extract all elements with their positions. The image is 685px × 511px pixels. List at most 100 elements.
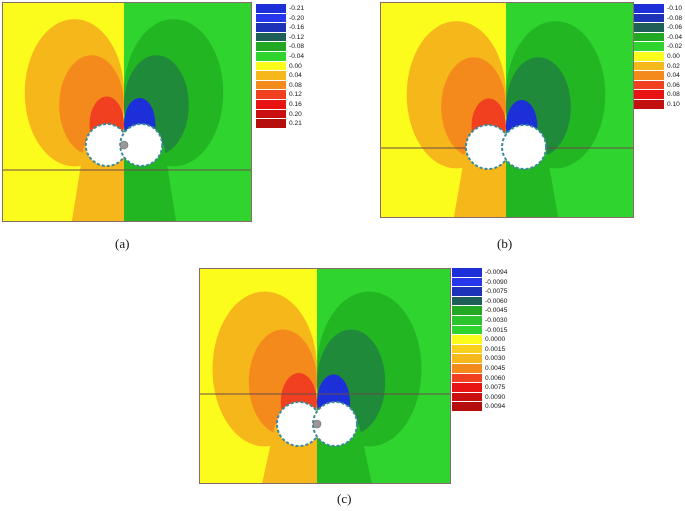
center-marker — [119, 140, 129, 150]
legend-entry: 0.00 — [256, 61, 304, 72]
legend-entry: 0.0015 — [452, 344, 507, 355]
legend-entry: 0.06 — [634, 80, 682, 91]
legend-label: -0.0094 — [485, 269, 508, 276]
legend-label: -0.02 — [667, 43, 683, 51]
legend-swatch — [634, 51, 664, 62]
legend-swatch — [452, 383, 482, 393]
legend-swatch — [256, 51, 286, 62]
legend-entry: 0.0000 — [452, 335, 507, 345]
legend-entry: -0.10 — [634, 4, 682, 14]
legend-entry: 0.0075 — [452, 383, 507, 393]
legend-label: -0.04 — [289, 52, 305, 60]
legend-swatch — [452, 363, 482, 374]
legend-label: 0.04 — [667, 72, 680, 80]
legend-entry: 0.08 — [634, 90, 682, 100]
legend-label: 0.16 — [289, 100, 302, 108]
legend-swatch — [256, 119, 286, 129]
legend-entry: 0.04 — [634, 71, 682, 81]
legend-swatch — [452, 373, 482, 384]
color-legend-a: -0.21 -0.20 -0.16 -0.12 -0.08 -0.04 0.00 0.04 0.… — [256, 4, 304, 129]
legend-entry: 0.10 — [634, 99, 682, 110]
contour-panel-a: -0.21 -0.20 -0.16 -0.12 -0.08 -0.04 0.00 0.04 0.… — [0, 0, 304, 260]
particle-circle — [501, 124, 548, 170]
legend-label: 0.0045 — [485, 364, 506, 372]
contour-plot-a — [2, 2, 252, 222]
legend-label: -0.12 — [289, 33, 305, 41]
contour-panel-c: -0.0094 -0.0090 -0.0075 -0.0060 -0.0045 -0.00… — [195, 262, 515, 511]
legend-entry: 0.0094 — [452, 402, 507, 412]
legend-label: 0.04 — [289, 72, 302, 80]
legend-entry: -0.21 — [256, 4, 304, 14]
legend-swatch — [256, 80, 286, 91]
legend-swatch — [452, 335, 482, 345]
legend-label: 0.02 — [667, 62, 680, 70]
center-marker — [312, 419, 322, 429]
legend-label: -0.06 — [667, 24, 683, 32]
legend-swatch — [452, 296, 482, 307]
legend-label: -0.0090 — [485, 278, 508, 286]
legend-entry: -0.04 — [634, 32, 683, 43]
color-legend-b: -0.10 -0.08 -0.06 -0.04 -0.02 0.00 0.02 0.04 0.0… — [634, 4, 682, 110]
legend-label: -0.21 — [289, 5, 305, 12]
legend-entry: 0.08 — [256, 80, 304, 91]
legend-swatch — [634, 32, 664, 43]
legend-label: -0.0030 — [485, 316, 508, 324]
legend-swatch — [634, 13, 664, 24]
legend-label: 0.08 — [289, 81, 302, 89]
legend-label: -0.20 — [289, 14, 305, 22]
legend-entry: -0.0060 — [452, 296, 508, 307]
legend-swatch — [634, 71, 664, 81]
legend-entry: 0.0060 — [452, 373, 507, 384]
legend-label: -0.0015 — [485, 326, 508, 334]
legend-entry: -0.0045 — [452, 306, 507, 316]
legend-swatch — [634, 42, 664, 52]
legend-swatch — [452, 344, 482, 355]
legend-swatch — [452, 277, 482, 288]
legend-label: -0.08 — [667, 14, 683, 22]
legend-swatch — [634, 61, 664, 72]
legend-entry: 0.16 — [256, 99, 304, 110]
legend-swatch — [452, 402, 482, 412]
legend-entry: 0.20 — [256, 109, 304, 120]
legend-label: 0.0094 — [485, 403, 506, 411]
legend-label: 0.00 — [667, 52, 680, 60]
legend-label: 0.12 — [289, 91, 302, 99]
legend-entry: 0.12 — [256, 90, 304, 100]
legend-label: -0.0075 — [485, 288, 508, 296]
legend-entry: 0.21 — [256, 119, 304, 129]
legend-entry: 0.0090 — [452, 392, 507, 403]
legend-swatch — [256, 4, 286, 14]
color-legend-c: -0.0094 -0.0090 -0.0075 -0.0060 -0.0045 -0.00… — [452, 268, 507, 412]
legend-label: 0.0075 — [485, 384, 506, 392]
caption-c: (c) — [337, 491, 352, 506]
legend-entry: -0.16 — [256, 23, 304, 33]
legend-entry: -0.06 — [634, 23, 682, 33]
legend-entry: -0.12 — [256, 32, 305, 43]
particle-circle — [312, 401, 359, 447]
legend-label: -0.0060 — [485, 297, 508, 305]
legend-label: 0.20 — [289, 110, 302, 118]
legend-swatch — [452, 268, 482, 278]
contour-panel-b: -0.10 -0.08 -0.06 -0.04 -0.02 0.00 0.02 0.04 0.0… — [375, 0, 685, 260]
legend-entry: -0.08 — [634, 13, 683, 24]
legend-entry: -0.20 — [256, 13, 305, 24]
legend-swatch — [256, 32, 286, 43]
legend-swatch — [452, 325, 482, 336]
legend-entry: -0.04 — [256, 51, 305, 62]
plot-frame — [380, 2, 634, 218]
legend-entry: 0.02 — [634, 61, 682, 72]
legend-swatch — [452, 354, 482, 364]
legend-label: 0.21 — [289, 120, 302, 128]
legend-entry: -0.02 — [634, 42, 682, 52]
legend-swatch — [452, 392, 482, 403]
legend-label: -0.16 — [289, 24, 305, 32]
legend-swatch — [634, 4, 664, 14]
legend-label: 0.06 — [667, 81, 680, 89]
legend-swatch — [634, 90, 664, 100]
legend-swatch — [256, 90, 286, 100]
legend-entry: -0.0090 — [452, 277, 508, 288]
legend-swatch — [452, 287, 482, 297]
legend-label: -0.04 — [667, 33, 683, 41]
legend-label: 0.08 — [667, 91, 680, 99]
legend-swatch — [256, 99, 286, 110]
